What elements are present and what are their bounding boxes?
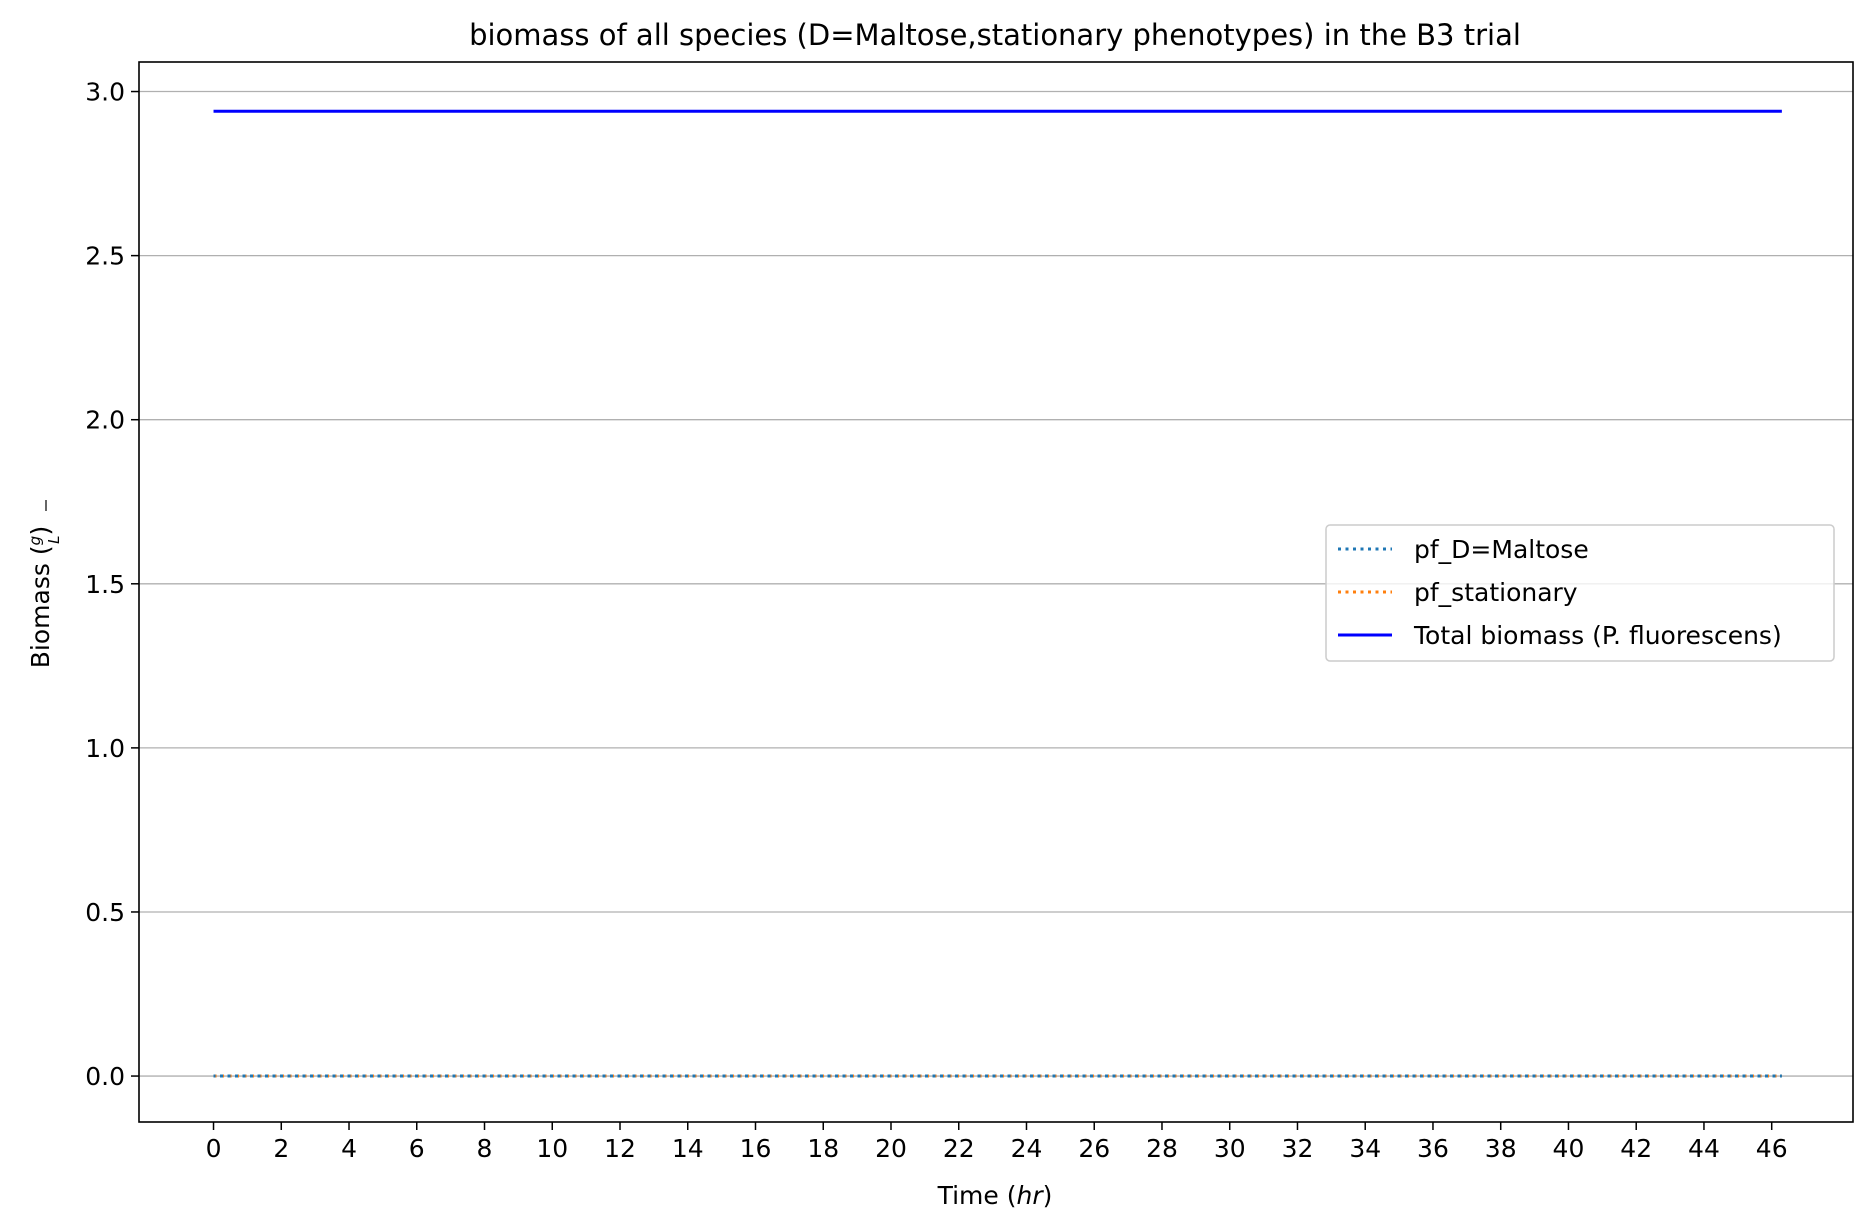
- x-tick-label-14: 28: [1146, 1134, 1178, 1163]
- x-tick-label-5: 10: [536, 1134, 568, 1163]
- legend-label-2: Total biomass (P. fluorescens): [1413, 621, 1782, 650]
- x-tick-label-17: 34: [1349, 1134, 1381, 1163]
- x-tick-label-16: 32: [1282, 1134, 1314, 1163]
- legend-label-1: pf_stationary: [1414, 578, 1578, 607]
- x-tick-label-6: 12: [604, 1134, 636, 1163]
- x-tick-label-8: 16: [740, 1134, 772, 1163]
- x-tick-label-1: 2: [273, 1134, 289, 1163]
- x-tick-label-18: 36: [1417, 1134, 1449, 1163]
- y-tick-label-6: 3.0: [85, 78, 125, 107]
- y-axis-ticks: 0.0 0.5 1.0 1.5 2.0 2.5 3.0: [85, 78, 139, 1091]
- y-tick-label-3: 1.5: [85, 570, 125, 599]
- legend-label-0: pf_D=Maltose: [1414, 535, 1589, 564]
- series-lines: [213, 109, 1782, 1078]
- y-axis-label-fraction-top: g: [26, 536, 44, 546]
- chart-title: biomass of all species (D=Maltose,statio…: [469, 18, 1521, 52]
- y-tick-label-5: 2.5: [85, 242, 125, 271]
- x-tick-label-4: 8: [477, 1134, 493, 1163]
- x-axis-ticks: 0 2 4 6 8 10 12 14 16 18 20 22 24 26 28 30 32 34 36 38 40 42 4…: [206, 1122, 1788, 1163]
- x-tick-label-20: 40: [1553, 1134, 1585, 1163]
- x-tick-label-15: 30: [1214, 1134, 1246, 1163]
- x-tick-label-10: 20: [875, 1134, 907, 1163]
- y-axis-label-prefix: Biomass (: [26, 545, 55, 668]
- x-tick-label-22: 44: [1688, 1134, 1720, 1163]
- y-tick-label-0: 0.0: [85, 1062, 125, 1091]
- y-tick-label-4: 2.0: [85, 406, 125, 435]
- x-tick-label-19: 38: [1485, 1134, 1517, 1163]
- x-tick-label-7: 14: [672, 1134, 704, 1163]
- x-axis-label-prefix: Time (: [937, 1181, 1017, 1210]
- x-tick-label-23: 46: [1756, 1134, 1788, 1163]
- x-tick-label-12: 24: [1011, 1134, 1043, 1163]
- x-tick-label-21: 42: [1620, 1134, 1652, 1163]
- x-tick-label-3: 6: [409, 1134, 425, 1163]
- y-axis-label-suffix: ): [26, 526, 55, 536]
- y-tick-label-2: 1.0: [85, 734, 125, 763]
- x-axis-label-unit: hr: [1017, 1181, 1045, 1210]
- x-tick-label-9: 18: [807, 1134, 839, 1163]
- x-tick-label-2: 4: [341, 1134, 357, 1163]
- svg-text:Biomass (gL): Biomass (gL): [26, 526, 63, 668]
- y-axis-label-fraction-bottom: L: [45, 536, 63, 544]
- plot-area-frame: [138, 61, 1854, 1123]
- x-tick-label-0: 0: [206, 1134, 222, 1163]
- x-tick-label-13: 26: [1078, 1134, 1110, 1163]
- legend: pf_D=Maltose pf_stationary Total biomass (…: [1325, 524, 1835, 662]
- legend-box: [1325, 524, 1835, 662]
- y-tick-label-1: 0.5: [85, 898, 125, 927]
- x-tick-label-11: 22: [943, 1134, 975, 1163]
- x-axis-label: Time (hr): [937, 1181, 1053, 1210]
- x-axis-label-suffix: ): [1043, 1181, 1053, 1210]
- y-axis-label: Biomass (gL): [26, 500, 63, 668]
